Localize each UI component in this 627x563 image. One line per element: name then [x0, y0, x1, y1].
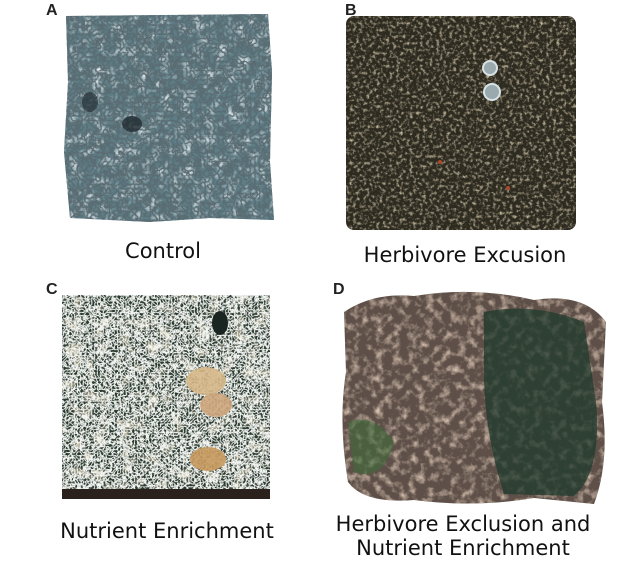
panel-label-a: A: [46, 2, 58, 19]
caption-nutrient-enrichment: Nutrient Enrichment: [60, 519, 274, 543]
caption-herbivore-excusion: Herbivore Excusion: [363, 243, 567, 267]
nutrient-enrichment-tile-photo: [58, 293, 274, 501]
caption-line-1: Herbivore Exclusion and: [335, 512, 591, 536]
caption-herbivore-exclusion-and-nutrient-enrichment: Herbivore Exclusion and Nutrient Enrichm…: [306, 512, 620, 560]
caption-line-2: Nutrient Enrichment: [356, 536, 570, 560]
panel-label-c: C: [46, 281, 58, 298]
panel-label-b: B: [345, 2, 357, 19]
caption-control: Control: [125, 239, 201, 263]
herbivore-exclusion-nutrient-enrichment-tile-photo: [334, 282, 612, 510]
herbivore-exclusion-tile-photo: [340, 12, 580, 234]
panel-label-d: D: [333, 281, 345, 298]
control-tile-photo: [60, 12, 276, 224]
